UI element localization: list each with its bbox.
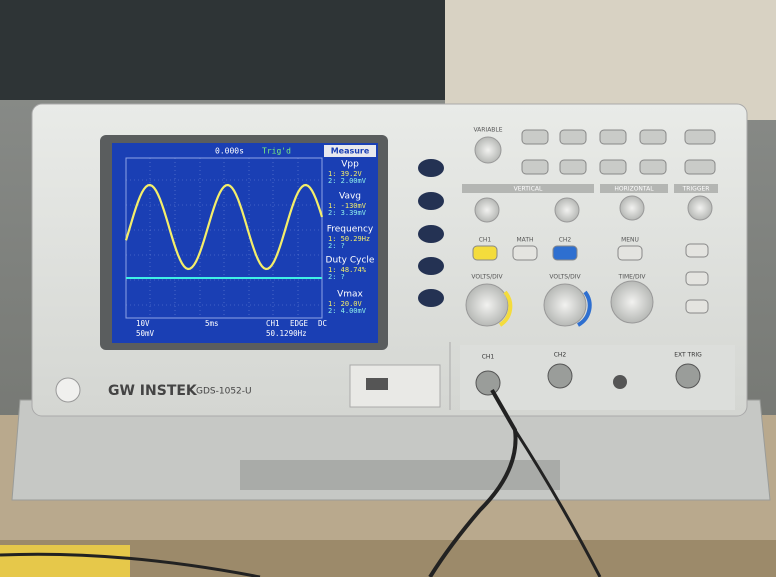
trigger-type: EDGE <box>290 319 309 328</box>
menu-button[interactable] <box>418 192 444 210</box>
key[interactable] <box>560 130 586 144</box>
key[interactable] <box>686 272 708 285</box>
variable-knob[interactable] <box>475 137 501 163</box>
time-position: 0.000s <box>215 147 244 156</box>
power-button[interactable] <box>56 378 80 402</box>
key[interactable] <box>600 130 626 144</box>
label: CH1 <box>479 237 492 244</box>
volts-div-knob[interactable] <box>466 284 508 326</box>
label: VERTICAL <box>514 186 543 193</box>
key[interactable] <box>600 160 626 174</box>
label: TIME/DIV <box>618 274 647 281</box>
measure-ch2: 2: 4.00mV <box>328 307 367 315</box>
trigger-status: Trig'd <box>262 147 291 156</box>
menu-key[interactable] <box>618 246 642 260</box>
yellow-object <box>0 545 130 577</box>
label: VOLTS/DIV <box>471 274 503 281</box>
menu-button[interactable] <box>418 257 444 275</box>
position-knob[interactable] <box>555 198 579 222</box>
key[interactable] <box>522 130 548 144</box>
measure-ch2: 2: ? <box>328 273 345 281</box>
key[interactable] <box>640 160 666 174</box>
ch2-key[interactable] <box>553 246 577 260</box>
coupling: DC <box>318 319 327 328</box>
volts-div-knob[interactable] <box>544 284 586 326</box>
ch1-key[interactable] <box>473 246 497 260</box>
measure-name: Vavg <box>339 192 361 202</box>
measure-ch2: 2: ? <box>328 242 345 250</box>
probe-comp <box>613 375 627 389</box>
label: EXT TRIG <box>674 352 702 359</box>
label: HORIZONTAL <box>614 186 654 193</box>
key[interactable] <box>640 130 666 144</box>
level-knob[interactable] <box>688 196 712 220</box>
position-knob[interactable] <box>475 198 499 222</box>
dark-wall <box>0 0 450 100</box>
key[interactable] <box>685 160 715 174</box>
menu-button[interactable] <box>418 159 444 177</box>
trigger-freq: 50.1290Hz <box>266 329 307 338</box>
measure-name: Vmax <box>337 290 363 300</box>
brand: GW INSTEK <box>108 383 198 399</box>
photo: 0.000s Trig'd Measure Vpp1: 39.2V2: 2.00… <box>0 0 776 577</box>
ch2-bnc <box>548 364 572 388</box>
label: MATH <box>517 237 534 244</box>
label: VARIABLE <box>473 127 502 134</box>
ext-trig-bnc <box>676 364 700 388</box>
window <box>445 0 776 120</box>
usb-port <box>366 378 388 390</box>
model: GDS-1052-U <box>196 387 252 397</box>
key[interactable] <box>560 160 586 174</box>
time-div-knob[interactable] <box>611 281 653 323</box>
measure-ch2: 2: 3.39mV <box>328 209 367 217</box>
ch1-scale: 10V <box>136 319 150 328</box>
key[interactable] <box>685 130 715 144</box>
key[interactable] <box>686 244 708 257</box>
ch1-bnc <box>476 371 500 395</box>
measure-name: Duty Cycle <box>326 256 375 266</box>
label: VOLTS/DIV <box>549 274 581 281</box>
trigger-source: CH1 <box>266 319 280 328</box>
menu-button[interactable] <box>418 289 444 307</box>
key[interactable] <box>686 300 708 313</box>
label: TRIGGER <box>682 186 710 193</box>
usb-panel <box>350 365 440 407</box>
label: CH2 <box>559 237 572 244</box>
label: CH2 <box>554 352 567 359</box>
label: CH1 <box>482 354 495 361</box>
key[interactable] <box>522 160 548 174</box>
menu-button[interactable] <box>418 225 444 243</box>
measure-title: Measure <box>331 147 370 156</box>
measure-name: Frequency <box>327 225 374 235</box>
measure-ch2: 2: 2.00mV <box>328 177 367 185</box>
math-key[interactable] <box>513 246 537 260</box>
ch2-scale: 50mV <box>136 329 155 338</box>
position-knob[interactable] <box>620 196 644 220</box>
measure-name: Vpp <box>341 160 359 170</box>
timebase: 5ms <box>205 319 219 328</box>
label: MENU <box>621 237 639 244</box>
